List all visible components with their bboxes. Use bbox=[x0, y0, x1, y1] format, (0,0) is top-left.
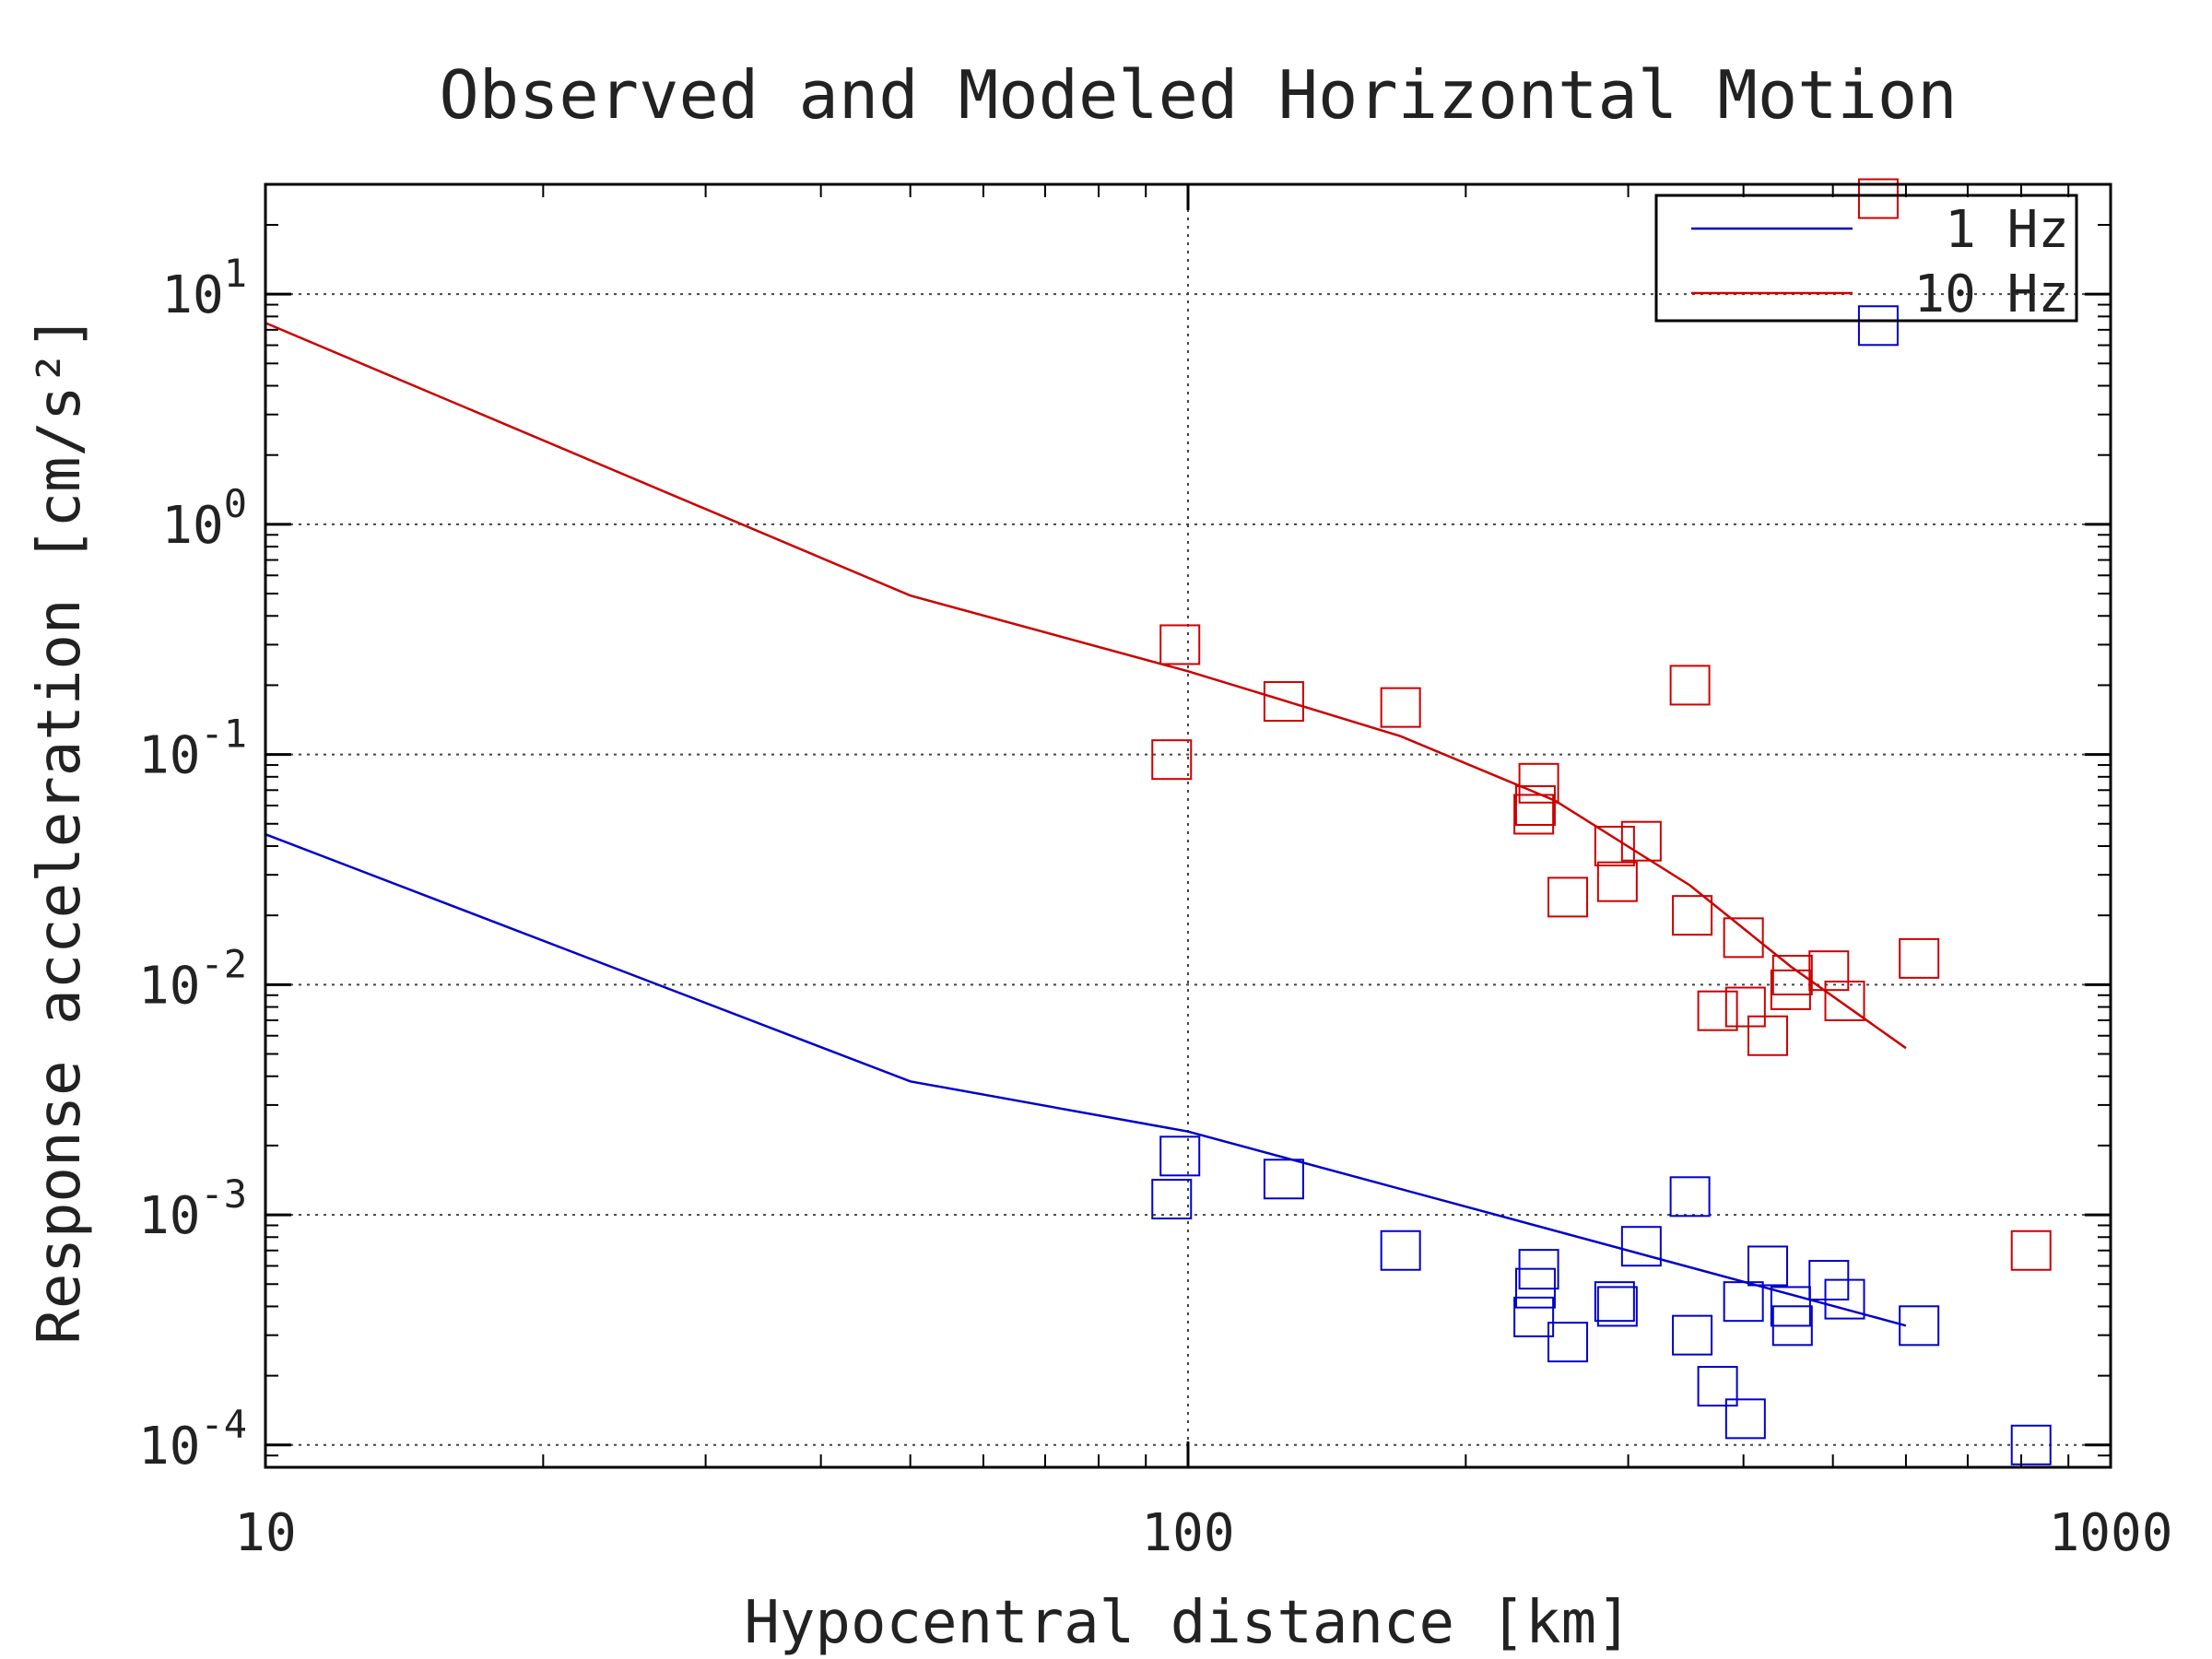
observed-point-1-hz bbox=[1724, 1398, 1766, 1440]
observed-point-10-hz bbox=[1594, 825, 1635, 866]
observed-point-10-hz bbox=[1808, 950, 1850, 992]
legend-box bbox=[1654, 194, 2078, 323]
observed-point-10-hz bbox=[1159, 624, 1201, 665]
observed-point-10-hz bbox=[1596, 861, 1638, 902]
observed-point-1-hz bbox=[1697, 1366, 1738, 1407]
observed-point-1-hz bbox=[1771, 1305, 1813, 1347]
observed-point-1-hz bbox=[1594, 1281, 1635, 1323]
observed-point-1-hz bbox=[1547, 1322, 1589, 1363]
ticks bbox=[264, 184, 2112, 1467]
observed-point-10-hz bbox=[1747, 1015, 1789, 1056]
tick-labels: 10 100 1000 10-4 10-3 10-2 10-1 100 101 bbox=[138, 251, 2172, 1563]
y-tick-label: 10-4 bbox=[138, 1402, 247, 1477]
x-tick-label: 10 bbox=[234, 1503, 296, 1563]
observed-point-1-hz bbox=[1824, 1278, 1865, 1320]
observed-point-1-hz bbox=[1380, 1230, 1421, 1271]
observed-point-10-hz bbox=[1697, 990, 1738, 1031]
observed-point-1-hz bbox=[1747, 1245, 1789, 1287]
observed-point-1-hz bbox=[1151, 1179, 1193, 1220]
observed-point-10-hz bbox=[1263, 681, 1304, 723]
x-tick-label: 1000 bbox=[2049, 1503, 2173, 1563]
observed-point-10-hz bbox=[1380, 687, 1421, 728]
observed-point-10-hz bbox=[1547, 877, 1589, 918]
observed-point-10-hz bbox=[1151, 739, 1193, 781]
legend-label-0: 1 Hz bbox=[1945, 200, 2069, 260]
observed-point-10-hz bbox=[1518, 762, 1559, 804]
y-axis-label: Response acceleration [cm/s²] bbox=[26, 314, 94, 1344]
observed-point-10-hz bbox=[1620, 820, 1662, 862]
observed-point-1-hz bbox=[1596, 1286, 1638, 1327]
legend-label-1: 10 Hz bbox=[1913, 265, 2069, 324]
observed-point-10-hz bbox=[1669, 665, 1711, 706]
observed-point-10-hz bbox=[1857, 178, 1899, 219]
observed-point-10-hz bbox=[1771, 955, 1813, 996]
y-tick-label: 101 bbox=[161, 251, 247, 325]
observed-point-10-hz bbox=[1824, 980, 1865, 1021]
series-layer bbox=[265, 178, 2052, 1465]
x-axis-label: Hypocentral distance [km] bbox=[744, 1589, 1631, 1657]
y-tick-label: 10-1 bbox=[138, 712, 247, 786]
y-tick-label: 100 bbox=[161, 481, 247, 556]
observed-point-1-hz bbox=[1620, 1226, 1662, 1267]
observed-point-1-hz bbox=[1723, 1281, 1764, 1323]
observed-point-1-hz bbox=[1513, 1296, 1555, 1337]
observed-point-1-hz bbox=[2010, 1424, 2052, 1465]
observed-point-1-hz bbox=[1669, 1176, 1711, 1218]
observed-point-1-hz bbox=[1159, 1135, 1201, 1177]
observed-point-10-hz bbox=[1513, 794, 1555, 835]
observed-point-10-hz bbox=[1899, 937, 1940, 979]
observed-point-1-hz bbox=[1899, 1305, 1940, 1347]
observed-point-10-hz bbox=[1672, 895, 1713, 936]
observed-point-10-hz bbox=[1514, 785, 1556, 827]
observed-point-1-hz bbox=[1857, 305, 1899, 347]
model-line-1-hz bbox=[265, 833, 1907, 1327]
observed-point-10-hz bbox=[1723, 917, 1764, 959]
model-line-10-hz bbox=[265, 322, 1907, 1050]
observed-point-1-hz bbox=[1518, 1249, 1559, 1290]
x-tick-label: 100 bbox=[1141, 1503, 1234, 1563]
y-tick-label: 10-3 bbox=[138, 1171, 247, 1246]
chart-title: Observed and Modeled Horizontal Motion bbox=[439, 56, 1957, 134]
observed-point-10-hz bbox=[2010, 1230, 2052, 1271]
y-tick-label: 10-2 bbox=[138, 941, 247, 1016]
observed-point-1-hz bbox=[1672, 1314, 1713, 1356]
observed-point-10-hz bbox=[1724, 986, 1766, 1028]
observed-point-1-hz bbox=[1263, 1159, 1304, 1200]
